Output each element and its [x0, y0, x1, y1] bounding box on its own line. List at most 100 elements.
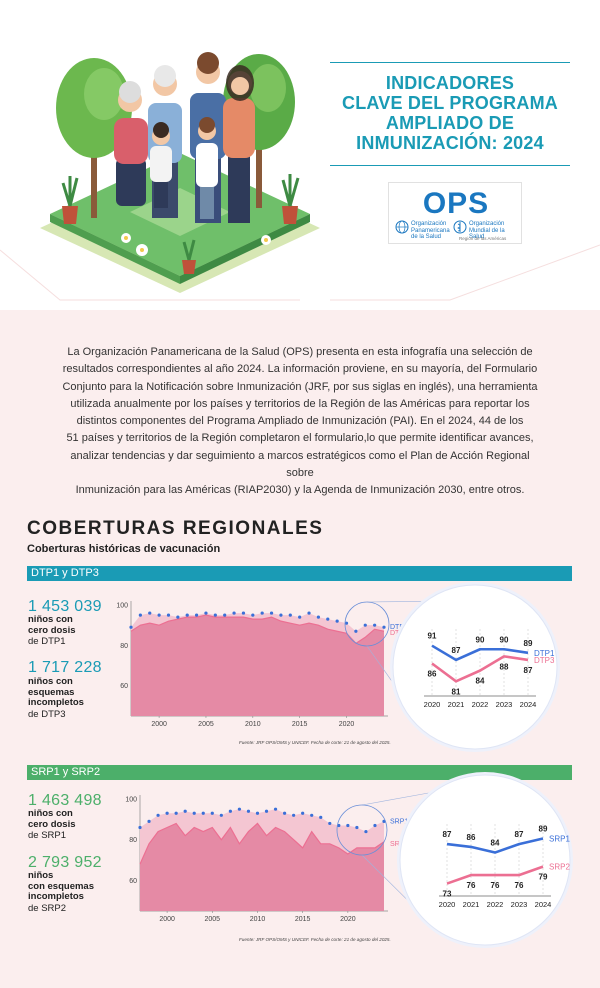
dtp-zoom-x-label: 2021 — [448, 700, 465, 709]
srp-area-series1-point — [282, 811, 287, 815]
dtp-area-series1-point — [307, 611, 311, 615]
dtp1-zero-dose-count: 1 453 039 — [28, 598, 102, 615]
srp-zoom-value: 84 — [491, 839, 500, 848]
srp-area-series1-point — [273, 807, 278, 811]
main-title: INDICADORES CLAVE DEL PROGRAMA AMPLIADO … — [330, 62, 570, 166]
intro-line: La Organización Panamericana de la Salud… — [67, 346, 533, 358]
dtp-zoom-value: 89 — [524, 639, 533, 648]
srp1-stat-label: niños con cero dosis — [28, 808, 76, 830]
stat-label-line: esquemas — [28, 686, 75, 698]
srp-area-series1-point — [219, 813, 223, 817]
srp-zoom-value: 89 — [539, 824, 548, 833]
srp-area-series1-point — [192, 811, 196, 815]
srp-area-series1-point — [382, 819, 386, 824]
dtp-section-bar: DTP1 y DTP3 — [27, 566, 572, 581]
dtp-zoom-value: 87 — [524, 666, 533, 675]
srp-section-bar: SRP1 y SRP2 — [27, 765, 572, 780]
dtp-area-series1-point — [129, 625, 133, 629]
dtp-area-series1-point — [241, 611, 246, 615]
dtp1-stat-label: niños con cero dosis — [28, 614, 76, 636]
srp-area-series1-point — [210, 811, 214, 815]
dtp-area-series1-point — [269, 611, 274, 615]
dtp3-stat-label: niños con esquemas incompletos — [28, 676, 84, 709]
srp-area-series1-point — [328, 821, 332, 826]
dtp-area-series1-point — [382, 625, 386, 629]
srp-connector — [361, 791, 435, 806]
dtp-area-series1-point — [166, 613, 171, 617]
dtp-zoom-x-label: 2024 — [520, 700, 537, 709]
dtp-area-series1-point — [316, 615, 321, 619]
srp-zoom-series-label: SRP2 — [549, 863, 570, 872]
stat-label-line: niños con — [28, 676, 73, 687]
dtp-area-series1-point — [363, 623, 367, 627]
srp-area-series1-point — [165, 811, 169, 815]
family-illustration — [40, 52, 320, 293]
dtp-area-series1-point — [185, 613, 189, 617]
srp1-stat-note: de SRP1 — [28, 830, 67, 841]
intro-line: Conjunto para la Notificación sobre Inmu… — [62, 380, 538, 393]
srp-area-series1-point — [292, 813, 296, 817]
srp2-stat-label: niños con esquemas incompletos — [28, 870, 94, 903]
dtp-zoom-value: 90 — [500, 635, 509, 644]
dtp1-stat-note: de DTP1 — [28, 636, 66, 647]
dtp-area-x-tick: 2020 — [339, 721, 355, 728]
srp-area-series1-point — [183, 809, 187, 813]
dtp-zoom-x-label: 2023 — [496, 700, 513, 709]
stat-label-line: niños con — [28, 614, 73, 625]
intro-line: resultados correspondientes al año 2024.… — [62, 363, 538, 376]
srp-area-y-tick: 100 — [125, 797, 137, 804]
srp2-stat-note: de SRP2 — [28, 903, 67, 914]
dtp-zoom-line-dtp3 — [431, 655, 529, 683]
srp-zoom-value: 79 — [539, 873, 548, 882]
dtp3-stat-note: de DTP3 — [28, 709, 66, 720]
dtp-zoom-value: 90 — [476, 635, 485, 644]
dtp-area-series1-point — [344, 621, 349, 625]
dtp-area-x-tick: 2000 — [151, 721, 167, 728]
srp-zoom-value: 87 — [515, 830, 524, 839]
srp-area-series1-point — [355, 825, 359, 830]
dtp3-incomplete-count: 1 717 228 — [28, 659, 102, 676]
dtp-area-x-tick: 2015 — [292, 721, 308, 728]
srp-area-x-tick: 2010 — [250, 916, 266, 923]
logo-org2: Organización Mundial de la Salud — [469, 221, 521, 241]
dtp-zoom-circle — [392, 584, 558, 750]
srp-area-series1-point — [237, 807, 242, 811]
dtp-area-series1-point — [298, 615, 302, 619]
dtp-source-note: Fuente: JRF OPS/OMS y UNICEF. Fecha de c… — [239, 740, 391, 745]
dtp-area-series1-point — [148, 611, 152, 615]
dtp-area-lower-area — [131, 615, 384, 716]
dtp-area-x-tick: 2005 — [198, 721, 214, 728]
intro-line: 51 países y territorios de la Región com… — [66, 432, 534, 445]
srp-zoom-x-label: 2023 — [511, 900, 528, 909]
dtp-zoom-value: 91 — [428, 632, 437, 641]
stat-label-line: incompletos — [28, 697, 84, 708]
dtp-area-series1-label: DTP1 — [390, 624, 408, 631]
dtp-area-series1-point — [251, 613, 255, 617]
header-decoration — [0, 244, 600, 301]
srp-zoom-line-srp2 — [446, 865, 544, 885]
srp1-zero-dose-count: 1 463 498 — [28, 792, 102, 809]
stat-label-line: niños — [28, 870, 54, 881]
dtp-area-series1-point — [138, 613, 142, 617]
srp-area-series1-point — [174, 811, 178, 815]
srp-zoom-line-srp1 — [446, 837, 544, 854]
stat-label-line: cero dosis — [28, 818, 76, 830]
dtp-area-series1-point — [288, 613, 292, 617]
dtp-area-y-tick: 100 — [116, 603, 128, 610]
srp-zoom-value: 86 — [467, 833, 476, 842]
dtp-zoom-ring — [344, 601, 390, 647]
dtp-area-series1-point — [232, 611, 236, 615]
srp-zoom-value: 76 — [467, 881, 476, 890]
srp-area-series1-point — [138, 825, 142, 830]
dtp-zoom-value: 86 — [428, 670, 437, 679]
srp-area-series1-point — [156, 813, 160, 817]
dtp-connector — [366, 601, 426, 603]
ops-logo: OPS Organización Panamericana de la Salu… — [388, 182, 522, 244]
srp-area-series1-point — [364, 829, 368, 834]
srp-area-x-tick: 2000 — [159, 916, 175, 923]
srp-zoom-x-label: 2020 — [439, 900, 456, 909]
title-line-4: INMUNIZACIÓN: 2024 — [356, 133, 544, 153]
srp-area-x-tick: 2020 — [340, 916, 356, 923]
srp-zoom-series-label: SRP1 — [549, 834, 570, 843]
section-subtitle: Coberturas históricas de vacunación — [27, 543, 221, 555]
